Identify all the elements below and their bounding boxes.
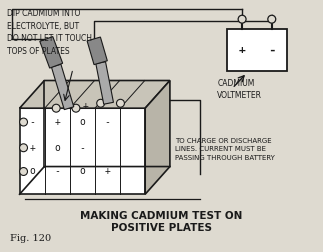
Text: +: + — [239, 45, 245, 55]
Text: CADMIUM
VOLTMETER: CADMIUM VOLTMETER — [217, 79, 262, 100]
Text: POSITIVE PLATES: POSITIVE PLATES — [110, 223, 212, 233]
Text: TO CHARGE OR DISCHARGE
LINES. CURRENT MUST BE
PASSING THROUGH BATTERY: TO CHARGE OR DISCHARGE LINES. CURRENT MU… — [175, 138, 275, 161]
Circle shape — [20, 118, 27, 126]
Polygon shape — [40, 37, 63, 68]
Text: -: - — [54, 167, 60, 176]
Circle shape — [97, 99, 105, 107]
Polygon shape — [51, 64, 74, 110]
Text: -: - — [79, 143, 85, 153]
Circle shape — [72, 104, 80, 112]
Text: +: + — [54, 117, 60, 127]
Text: -: - — [29, 117, 35, 127]
Text: o: o — [54, 143, 60, 153]
Circle shape — [52, 104, 60, 112]
Text: +: + — [105, 167, 110, 176]
Circle shape — [268, 15, 276, 23]
Polygon shape — [20, 108, 145, 194]
Text: DIP CADMIUM INTO
ELECTROLYTE, BUT
DO NOT LET IT TOUCH
TOPS OF PLATES: DIP CADMIUM INTO ELECTROLYTE, BUT DO NOT… — [7, 9, 92, 56]
Circle shape — [20, 168, 27, 175]
Text: o: o — [79, 117, 85, 127]
Circle shape — [20, 144, 27, 152]
Circle shape — [117, 99, 124, 107]
Text: MAKING CADMIUM TEST ON: MAKING CADMIUM TEST ON — [80, 211, 242, 221]
Text: -: - — [105, 117, 110, 127]
Polygon shape — [20, 80, 170, 108]
Circle shape — [238, 15, 246, 23]
Text: -: - — [268, 43, 276, 56]
Text: Fig. 120: Fig. 120 — [10, 234, 51, 243]
Polygon shape — [96, 62, 113, 104]
Text: +: + — [83, 101, 89, 111]
Polygon shape — [87, 37, 107, 65]
Text: +: + — [29, 143, 35, 153]
FancyBboxPatch shape — [227, 29, 287, 71]
Polygon shape — [145, 80, 170, 194]
Text: o: o — [29, 167, 35, 176]
Text: o: o — [79, 167, 85, 176]
